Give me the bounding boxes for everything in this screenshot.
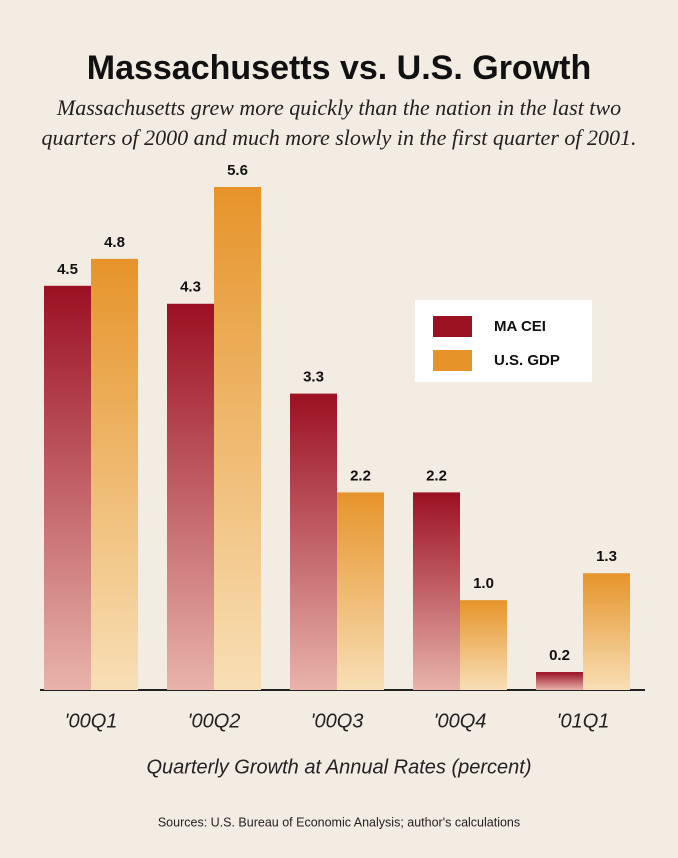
bar: [44, 285, 91, 690]
x-tick-label: '00Q2: [188, 710, 241, 732]
data-label: 1.3: [596, 548, 617, 565]
source: Sources: U.S. Bureau of Economic Analysi…: [158, 815, 520, 829]
data-label: 2.2: [426, 467, 447, 484]
data-label: 1.0: [473, 575, 494, 592]
chart-title: Massachusetts vs. U.S. Growth: [87, 49, 592, 87]
legend-label: MA CEI: [494, 318, 546, 335]
data-label: 3.3: [303, 369, 324, 386]
bar: [460, 600, 507, 690]
data-label: 5.6: [227, 162, 248, 179]
data-label: 0.2: [549, 647, 570, 664]
bar: [337, 492, 384, 690]
bar: [413, 492, 460, 690]
bar: [167, 303, 214, 690]
subtitle: Massachusetts grew more quickly than the…: [56, 95, 621, 120]
subtitle: quarters of 2000 and much more slowly in…: [41, 125, 636, 150]
bar: [583, 573, 630, 690]
data-label: 4.8: [104, 234, 125, 251]
bar: [536, 672, 583, 690]
legend-swatch: [433, 316, 472, 337]
x-tick-label: '00Q3: [311, 710, 364, 732]
bar: [214, 187, 261, 690]
data-label: 4.3: [180, 279, 201, 296]
x-tick-label: '01Q1: [557, 710, 610, 732]
x-tick-label: '00Q4: [434, 710, 487, 732]
data-label: 2.2: [350, 467, 371, 484]
bar: [290, 393, 337, 690]
bar: [91, 258, 138, 690]
legend-swatch: [433, 350, 472, 371]
data-label: 4.5: [57, 261, 78, 278]
x-tick-label: '00Q1: [65, 710, 118, 732]
legend-label: U.S. GDP: [494, 352, 560, 369]
x-axis-title: Quarterly Growth at Annual Rates (percen…: [147, 756, 532, 778]
